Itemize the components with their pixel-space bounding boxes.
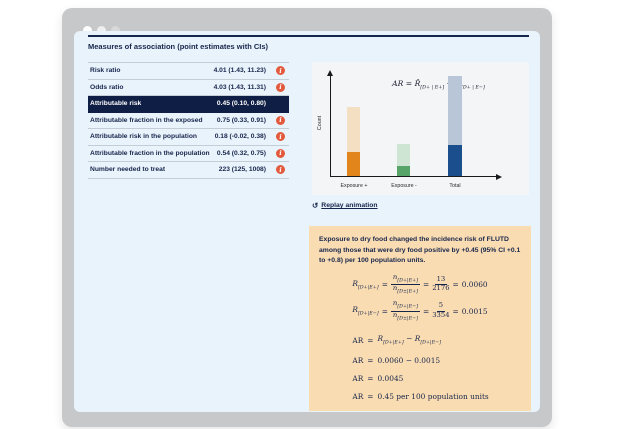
table-row[interactable]: Attributable fraction in the exposed 0.7… (88, 113, 289, 129)
risk-exposed-formula: R[D+|E+] = n[D+|E+] n[D±|E+] = 13 2176 =… (352, 272, 488, 295)
bar-segment-solid (448, 145, 462, 176)
measures-table: Risk ratio 4.01 (1.43, 11.23) i Odds rat… (88, 62, 289, 179)
bar-segment-solid (347, 152, 360, 176)
measure-label: Attributable risk in the population (90, 133, 197, 141)
fraction: 13 2176 (432, 274, 450, 293)
fraction: n[D+|E+] n[D±|E+] (390, 272, 421, 295)
bar-stack (347, 107, 360, 176)
chart-panel: AR = R̂[D+ | E+] − R̂[D+ | E−] Count (312, 62, 529, 195)
header-divider (88, 35, 529, 37)
explanation-text: Exposure to dry food changed the inciden… (319, 236, 521, 265)
info-icon[interactable]: i (276, 165, 285, 175)
ar-line-2: AR = 0.0060 − 0.0015 (352, 355, 441, 365)
measure-value: 0.54 (0.32, 0.75) (216, 149, 266, 157)
measure-label: Attributable risk (90, 100, 142, 108)
measure-label: Attributable fraction in the exposed (90, 116, 203, 124)
measure-label: Odds ratio (90, 83, 124, 91)
bar-segment-light (448, 76, 462, 145)
table-row[interactable]: Risk ratio 4.01 (1.43, 11.23) i (88, 63, 289, 80)
info-icon[interactable]: i (276, 132, 285, 142)
bar-segment-solid (397, 166, 410, 176)
ar-line-4: AR = 0.45 per 100 population units (352, 391, 489, 401)
x-tick-label: Exposure - (391, 183, 417, 189)
fraction: 5 3354 (432, 301, 450, 320)
measure-value: 0.75 (0.33, 0.91) (216, 116, 266, 124)
table-row[interactable]: Number needed to treat 223 (125, 1008) i (88, 162, 289, 179)
measure-value: 223 (125, 1008) (218, 166, 266, 174)
replay-animation-link[interactable]: ↺ Replay animation (312, 202, 378, 210)
info-icon[interactable]: i (276, 82, 285, 92)
table-row[interactable]: Attributable risk in the population 0.18… (88, 129, 289, 146)
formula-lhs: AR (392, 79, 404, 88)
measure-label: Number needed to treat (90, 166, 166, 174)
app-content: Measures of association (point estimates… (74, 31, 540, 412)
window-control-dot[interactable] (83, 26, 92, 35)
window-control-dot[interactable] (97, 26, 106, 35)
measure-value: 0.45 (0.10, 0.80) (216, 100, 266, 108)
window-control-dot[interactable] (111, 26, 120, 35)
bar-stack (448, 76, 462, 176)
x-tick-label: Total (449, 183, 461, 189)
replay-label: Replay animation (321, 202, 378, 210)
explanation-panel: Exposure to dry food changed the inciden… (309, 226, 531, 411)
table-row[interactable]: Attributable fraction in the population … (88, 146, 289, 162)
table-row[interactable]: Odds ratio 4.03 (1.43, 11.31) i (88, 80, 289, 96)
ar-derivation: AR = R[D+|E+] − R[D+|E−] AR = 0.0060 − 0… (351, 335, 488, 400)
ar-line-1: AR = R[D+|E+] − R[D+|E−] (352, 334, 442, 346)
info-icon[interactable]: i (276, 66, 285, 76)
measure-label: Attributable fraction in the population (90, 149, 210, 157)
risk-unexposed-formula: R[D+|E−] = n[D+|E−] n[D±|E−] = 5 3354 = … (352, 299, 488, 322)
table-row[interactable]: Attributable risk 0.45 (0.10, 0.80) i (88, 96, 289, 113)
y-axis (330, 75, 331, 177)
x-axis-arrow-icon (496, 174, 502, 180)
x-axis (330, 176, 497, 177)
bar-stack (397, 144, 410, 176)
page-title: Measures of association (point estimates… (88, 42, 269, 51)
measure-value: 0.18 (-0.02, 0.38) (214, 133, 266, 141)
bar-segment-light (347, 107, 360, 152)
y-axis-label: Count (317, 115, 323, 131)
info-icon[interactable]: i (276, 148, 285, 158)
fraction: n[D+|E−] n[D±|E−] (390, 299, 421, 322)
measure-label: Risk ratio (90, 67, 121, 75)
chart-formula: AR = R̂[D+ | E+] − R̂[D+ | E−] (392, 79, 485, 91)
measure-value: 4.01 (1.43, 11.23) (213, 67, 266, 75)
replay-icon: ↺ (312, 201, 319, 210)
bar-segment-light (397, 144, 410, 166)
info-icon[interactable]: i (276, 115, 285, 125)
app-window: Measures of association (point estimates… (62, 8, 552, 427)
x-tick-label: Exposure + (340, 183, 368, 189)
measure-value: 4.03 (1.43, 11.31) (213, 83, 266, 91)
y-axis-arrow-icon (327, 70, 333, 76)
ar-line-3: AR = 0.0045 (352, 373, 404, 383)
